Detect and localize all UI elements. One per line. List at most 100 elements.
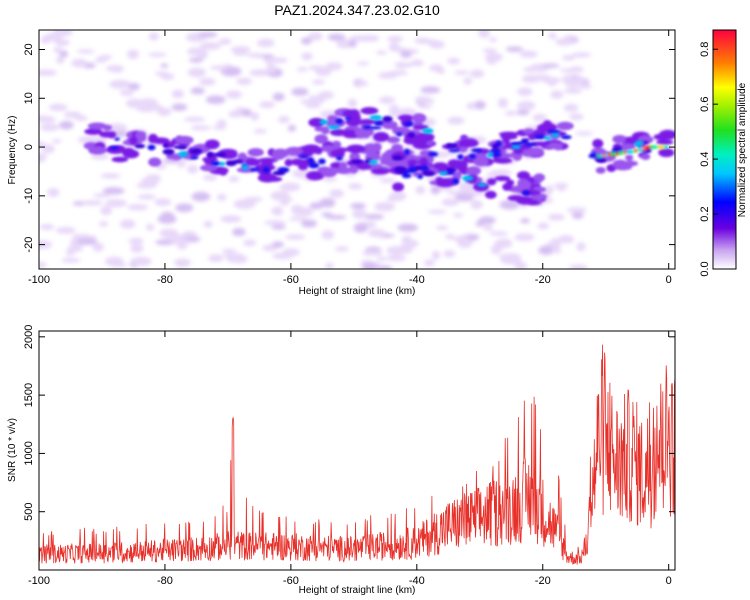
heat-cell — [71, 58, 88, 68]
heat-cell — [386, 196, 399, 202]
heat-cell — [468, 153, 477, 159]
heat-cell — [526, 147, 545, 157]
heat-cell — [241, 108, 252, 117]
heat-cell — [454, 193, 475, 202]
heat-cell — [279, 182, 301, 192]
heat-cell — [266, 63, 276, 73]
snr-series-line — [39, 344, 675, 565]
heat-cell — [173, 238, 191, 246]
heat-cell — [533, 173, 546, 182]
snr-ylabel: SNR (10 * v/v) — [7, 418, 18, 482]
x-tick-label: -20 — [535, 575, 551, 587]
heat-cell — [372, 131, 390, 142]
heat-cell — [183, 116, 206, 123]
heat-cell — [191, 191, 211, 202]
x-tick-label: -80 — [157, 274, 173, 286]
heat-cell — [490, 148, 502, 153]
heat-cell — [213, 152, 227, 158]
heat-cell — [76, 238, 98, 245]
heat-cell — [369, 114, 383, 121]
heat-cell — [313, 94, 326, 104]
heat-cell — [454, 70, 470, 75]
heat-cell — [428, 151, 439, 157]
heat-cell — [520, 138, 530, 142]
heat-cell — [288, 216, 307, 221]
heat-cell — [486, 57, 497, 65]
heat-cell — [362, 250, 383, 256]
heat-cell — [199, 77, 216, 86]
heat-cell — [250, 167, 260, 172]
heat-cell — [484, 190, 497, 199]
heat-cell — [314, 134, 329, 144]
heat-cell — [308, 117, 325, 128]
heat-cell — [58, 50, 69, 58]
heat-cell — [588, 154, 599, 159]
heat-cell — [348, 39, 357, 48]
heat-cell — [163, 230, 176, 240]
heat-cell — [433, 151, 450, 158]
heat-cell — [362, 125, 372, 130]
heat-cell — [421, 164, 429, 172]
heat-cell — [300, 99, 309, 105]
heat-cell — [457, 238, 473, 248]
heat-cell — [298, 155, 309, 159]
heat-cell — [271, 224, 286, 230]
heat-cell — [551, 248, 562, 254]
heat-cell — [232, 50, 249, 56]
heat-cell — [105, 65, 125, 72]
heat-cell — [280, 197, 290, 207]
heat-cell — [392, 182, 405, 192]
heat-cell — [525, 199, 540, 206]
heat-cell — [465, 166, 482, 176]
heat-cell — [315, 67, 332, 77]
colorbar-tick-label: 0.4 — [699, 151, 711, 166]
heat-cell — [61, 257, 81, 263]
heat-cell — [498, 131, 519, 137]
x-tick-label: -20 — [535, 274, 551, 286]
heat-cell — [572, 211, 584, 219]
heat-cell — [547, 78, 557, 87]
x-tick-label: 0 — [666, 575, 672, 587]
x-tick-label: -100 — [28, 274, 50, 286]
heat-cell — [358, 34, 380, 42]
heat-cell — [218, 38, 232, 45]
heat-cell — [148, 32, 160, 41]
heat-cell — [175, 203, 194, 213]
heat-cell — [217, 193, 227, 202]
heat-cell — [569, 66, 584, 73]
heat-cell — [259, 101, 275, 109]
heat-cell — [463, 77, 473, 85]
heat-cell — [612, 134, 627, 144]
heat-cell — [548, 32, 557, 40]
heat-cell — [563, 78, 583, 88]
heat-cell — [284, 158, 293, 167]
heat-cell — [151, 137, 170, 145]
heat-cell — [56, 56, 65, 64]
heat-cell — [157, 107, 172, 117]
heat-cell — [301, 219, 317, 228]
heat-cell — [640, 153, 651, 160]
heat-cell — [538, 245, 555, 256]
heat-cell — [147, 144, 156, 151]
heat-cell — [130, 256, 152, 266]
heat-cell — [563, 103, 579, 112]
heat-cell — [205, 95, 226, 105]
heat-cell — [249, 69, 271, 77]
heat-cell — [423, 259, 435, 267]
heat-cell — [328, 125, 340, 130]
heat-cell — [108, 146, 120, 150]
heat-cell — [392, 155, 403, 161]
y-tick-label: 0 — [23, 144, 35, 150]
heat-cell — [176, 244, 188, 250]
heat-cell — [447, 116, 465, 125]
heat-cell — [190, 87, 205, 95]
heat-cell — [301, 52, 313, 61]
heat-cell — [220, 150, 238, 160]
heat-cell — [441, 198, 459, 207]
heat-cell — [74, 115, 88, 121]
heat-cell — [334, 166, 353, 175]
heat-cell — [556, 121, 574, 131]
heat-cell — [171, 89, 185, 99]
heat-cell — [346, 144, 366, 154]
heat-cell — [272, 92, 285, 102]
